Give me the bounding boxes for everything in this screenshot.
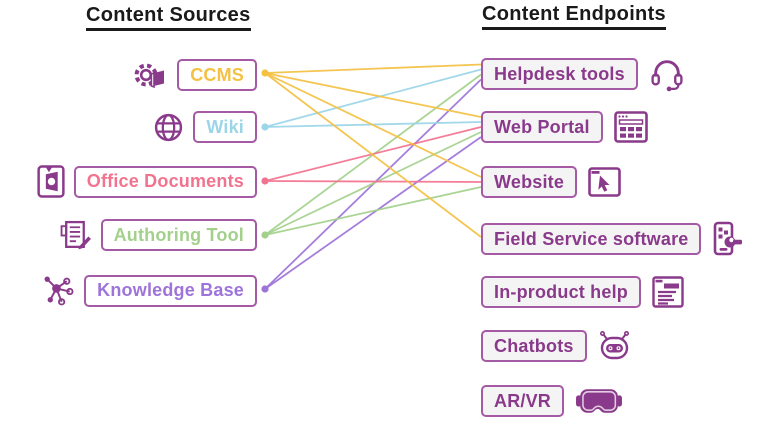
endpoint-box-helpdesk-tools: Helpdesk tools	[481, 58, 638, 90]
endpoints-heading: Content Endpoints	[482, 3, 666, 30]
connection-line-ccms-web-portal	[264, 72, 482, 118]
vr-goggles-icon	[575, 387, 623, 416]
connection-line-ccms-helpdesk-tools	[264, 63, 482, 74]
source-node-wiki: Wiki	[153, 111, 257, 143]
connector-dot-authoring	[261, 231, 269, 239]
notepad-pencil-icon	[60, 220, 92, 251]
source-node-ccms: CCMS	[130, 57, 257, 93]
endpoint-box-chatbots: Chatbots	[481, 330, 587, 362]
source-node-authoring-tool: Authoring Tool	[60, 219, 257, 251]
endpoint-node-web-portal: Web Portal	[481, 111, 648, 143]
network-nodes-icon	[40, 273, 75, 308]
globe-icon	[153, 112, 184, 143]
connector-dot-wiki	[261, 123, 269, 131]
connection-line-office-website	[264, 180, 482, 183]
browser-cursor-icon	[588, 167, 621, 197]
browser-grid-icon	[613, 111, 648, 143]
endpoint-node-helpdesk-tools: Helpdesk tools	[481, 56, 685, 92]
endpoint-box-field-service-software: Field Service software	[481, 223, 702, 255]
connector-dot-ccms	[261, 69, 269, 77]
source-box-office-documents: Office Documents	[73, 165, 257, 198]
headset-icon	[649, 56, 685, 92]
source-box-knowledge-base: Knowledge Base	[84, 274, 257, 307]
robot-icon	[598, 331, 631, 361]
endpoint-node-ar-vr: AR/VR	[481, 385, 623, 417]
endpoint-box-in-product-help: In-product help	[481, 276, 641, 308]
source-box-wiki: Wiki	[193, 111, 257, 143]
mobile-wrench-icon	[712, 221, 743, 257]
endpoint-node-website: Website	[481, 166, 621, 198]
connection-line-authoring-website	[264, 186, 482, 236]
connection-line-wiki-helpdesk-tools	[264, 68, 482, 128]
connection-line-ccms-field-service	[264, 72, 482, 238]
connection-line-knowledge-web-portal	[264, 136, 482, 290]
gear-book-icon	[130, 57, 168, 93]
endpoint-box-website: Website	[481, 166, 578, 198]
source-node-office-documents: Office Documents	[37, 165, 257, 198]
source-box-authoring-tool: Authoring Tool	[100, 219, 257, 251]
endpoint-node-in-product-help: In-product help	[481, 276, 684, 308]
source-node-knowledge-base: Knowledge Base	[40, 273, 257, 308]
endpoint-box-web-portal: Web Portal	[481, 111, 603, 143]
connector-dot-knowledge	[261, 285, 269, 293]
endpoint-node-field-service-software: Field Service software	[481, 221, 743, 257]
office-document-icon	[37, 165, 65, 198]
connection-line-ccms-website	[264, 72, 482, 178]
endpoint-box-ar-vr: AR/VR	[481, 385, 565, 417]
sources-heading: Content Sources	[86, 4, 251, 31]
connector-dot-office	[261, 177, 269, 185]
endpoint-node-chatbots: Chatbots	[481, 330, 631, 362]
connection-line-authoring-web-portal	[264, 131, 482, 236]
help-panel-icon	[652, 276, 684, 308]
source-box-ccms: CCMS	[177, 59, 257, 91]
